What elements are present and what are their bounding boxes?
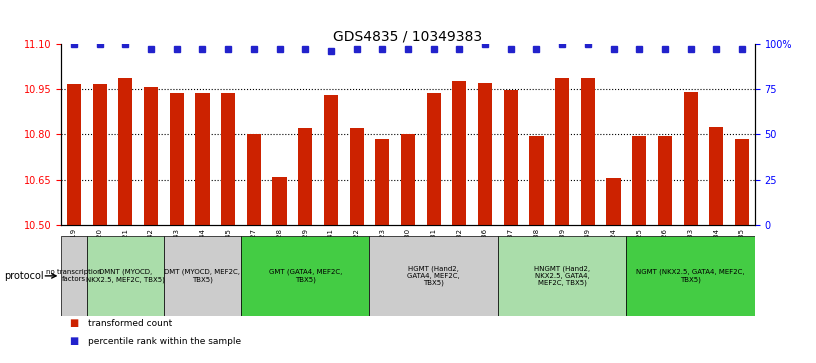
Bar [349, 128, 364, 225]
Text: GDS4835 / 10349383: GDS4835 / 10349383 [334, 29, 482, 43]
Bar [241, 236, 370, 316]
Text: NGMT (NKX2.5, GATA4, MEF2C,
TBX5): NGMT (NKX2.5, GATA4, MEF2C, TBX5) [636, 269, 745, 283]
Bar [606, 178, 621, 225]
Bar [246, 134, 261, 225]
Text: DMNT (MYOCD,
NKX2.5, MEF2C, TBX5): DMNT (MYOCD, NKX2.5, MEF2C, TBX5) [86, 269, 165, 283]
Bar [86, 236, 164, 316]
Bar [498, 236, 627, 316]
Bar [627, 236, 755, 316]
Bar [709, 127, 723, 225]
Bar [375, 139, 389, 225]
Bar [581, 78, 595, 225]
Text: DMT (MYOCD, MEF2C,
TBX5): DMT (MYOCD, MEF2C, TBX5) [165, 269, 241, 283]
Bar [370, 236, 498, 316]
Bar [427, 93, 441, 225]
Bar [735, 139, 749, 225]
Bar [93, 84, 107, 225]
Bar [555, 78, 570, 225]
Bar [298, 128, 313, 225]
Bar [221, 93, 235, 225]
Bar [632, 136, 646, 225]
Bar [67, 84, 81, 225]
Bar [530, 136, 543, 225]
Bar [164, 236, 241, 316]
Bar [684, 92, 698, 225]
Text: percentile rank within the sample: percentile rank within the sample [88, 337, 242, 346]
Bar [478, 83, 492, 225]
Text: GMT (GATA4, MEF2C,
TBX5): GMT (GATA4, MEF2C, TBX5) [268, 269, 342, 283]
Bar [170, 93, 184, 225]
Text: ■: ■ [69, 318, 78, 328]
Bar [61, 236, 86, 316]
Text: HNGMT (Hand2,
NKX2.5, GATA4,
MEF2C, TBX5): HNGMT (Hand2, NKX2.5, GATA4, MEF2C, TBX5… [534, 265, 590, 286]
Text: ■: ■ [69, 336, 78, 346]
Text: no transcription
factors: no transcription factors [47, 269, 102, 282]
Bar [401, 134, 415, 225]
Bar [195, 93, 210, 225]
Bar [273, 177, 286, 225]
Bar [144, 87, 158, 225]
Bar [503, 90, 518, 225]
Bar [658, 136, 672, 225]
Bar [118, 78, 132, 225]
Text: HGMT (Hand2,
GATA4, MEF2C,
TBX5): HGMT (Hand2, GATA4, MEF2C, TBX5) [407, 265, 460, 286]
Bar [324, 95, 338, 225]
Bar [452, 81, 467, 225]
Text: protocol: protocol [4, 271, 44, 281]
Text: transformed count: transformed count [88, 319, 172, 327]
